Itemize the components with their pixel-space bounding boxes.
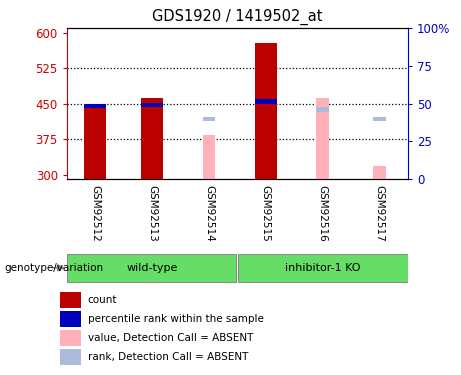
Bar — [60, 310, 81, 327]
Bar — [373, 166, 386, 179]
Text: GSM92512: GSM92512 — [90, 185, 100, 242]
Bar — [60, 349, 81, 365]
Bar — [255, 99, 277, 104]
Bar — [60, 292, 81, 308]
Text: rank, Detection Call = ABSENT: rank, Detection Call = ABSENT — [88, 352, 248, 362]
Text: GSM92513: GSM92513 — [147, 185, 157, 242]
Text: wild-type: wild-type — [126, 263, 178, 273]
Bar — [203, 135, 215, 179]
Text: inhibitor-1 KO: inhibitor-1 KO — [285, 263, 361, 273]
Text: genotype/variation: genotype/variation — [5, 263, 104, 273]
Bar — [203, 117, 215, 121]
Bar — [142, 98, 163, 179]
Bar — [255, 43, 277, 179]
Bar — [84, 108, 106, 179]
Text: GSM92516: GSM92516 — [318, 185, 328, 242]
Text: value, Detection Call = ABSENT: value, Detection Call = ABSENT — [88, 333, 253, 343]
Text: count: count — [88, 295, 117, 305]
Bar — [142, 103, 163, 107]
Text: GSM92515: GSM92515 — [261, 185, 271, 242]
Text: GSM92514: GSM92514 — [204, 185, 214, 242]
Bar — [373, 117, 386, 121]
Title: GDS1920 / 1419502_at: GDS1920 / 1419502_at — [152, 9, 323, 26]
Bar — [316, 98, 329, 179]
Bar — [60, 330, 81, 346]
Text: percentile rank within the sample: percentile rank within the sample — [88, 314, 264, 324]
Text: GSM92517: GSM92517 — [374, 185, 384, 242]
Bar — [238, 254, 408, 282]
Bar — [84, 104, 106, 108]
Bar — [316, 108, 329, 112]
Bar — [67, 254, 236, 282]
